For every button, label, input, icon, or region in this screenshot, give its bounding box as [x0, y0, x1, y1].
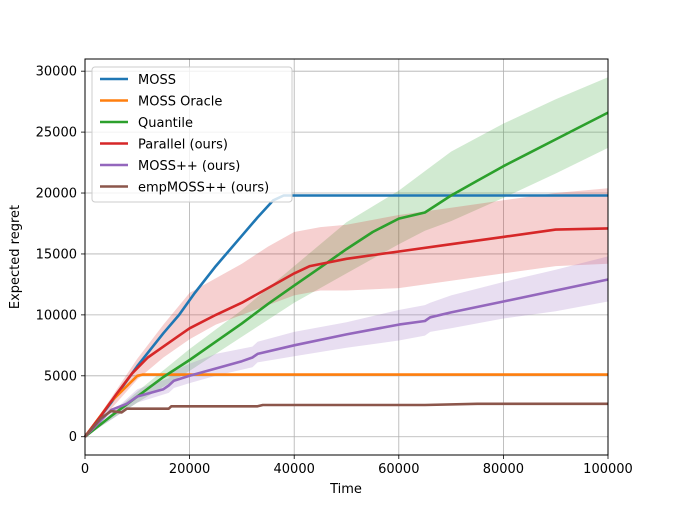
- x-tick-label: 40000: [274, 462, 315, 477]
- x-tick-label: 20000: [169, 462, 210, 477]
- x-axis-ticks: 0 20000 40000 60000 80000 100000: [81, 455, 633, 477]
- x-tick-label: 0: [81, 462, 89, 477]
- legend-entry-label: Parallel (ours): [138, 138, 228, 153]
- legend-box: [91, 66, 293, 203]
- plot-frame: [84, 58, 609, 456]
- y-tick-label: 10000: [36, 308, 77, 323]
- series-lines: [83, 111, 609, 438]
- quantile-line: [84, 111, 609, 438]
- y-axis-ticks: 0 5000 10000 15000 20000 25000 30000: [36, 65, 85, 445]
- y-tick-label: 25000: [36, 126, 77, 141]
- legend-entry-label: MOSS: [138, 73, 176, 88]
- y-tick-label: 15000: [36, 247, 77, 262]
- moss-line: [83, 194, 608, 438]
- moss-ours-confidence-band: [85, 256, 608, 437]
- y-axis-label: Expected regret: [8, 205, 23, 309]
- confidence-bands: [85, 77, 608, 437]
- x-axis-label: Time: [329, 482, 362, 497]
- parallel-ours-line: [83, 227, 609, 438]
- x-tick-label: 80000: [483, 462, 524, 477]
- legend-entry-label: MOSS++ (ours): [138, 159, 240, 174]
- y-tick-label: 20000: [36, 187, 77, 202]
- legend-entry-label: empMOSS++ (ours): [138, 181, 269, 196]
- empmoss-ours-line: [84, 402, 608, 438]
- quantile-confidence-band: [85, 77, 608, 437]
- parallel-ours-confidence-band: [85, 188, 608, 437]
- moss-ours-line: [84, 278, 609, 438]
- legend-entry-label: MOSS Oracle: [138, 95, 222, 110]
- y-tick-label: 30000: [36, 65, 77, 80]
- x-tick-label: 60000: [378, 462, 419, 477]
- legend-entry-label: Quantile: [138, 116, 193, 131]
- legend: MOSS MOSS Oracle Quantile Parallel (ours) MO…: [91, 66, 293, 203]
- y-tick-label: 5000: [44, 369, 77, 384]
- y-tick-label: 0: [69, 430, 77, 445]
- x-tick-label: 100000: [583, 462, 633, 477]
